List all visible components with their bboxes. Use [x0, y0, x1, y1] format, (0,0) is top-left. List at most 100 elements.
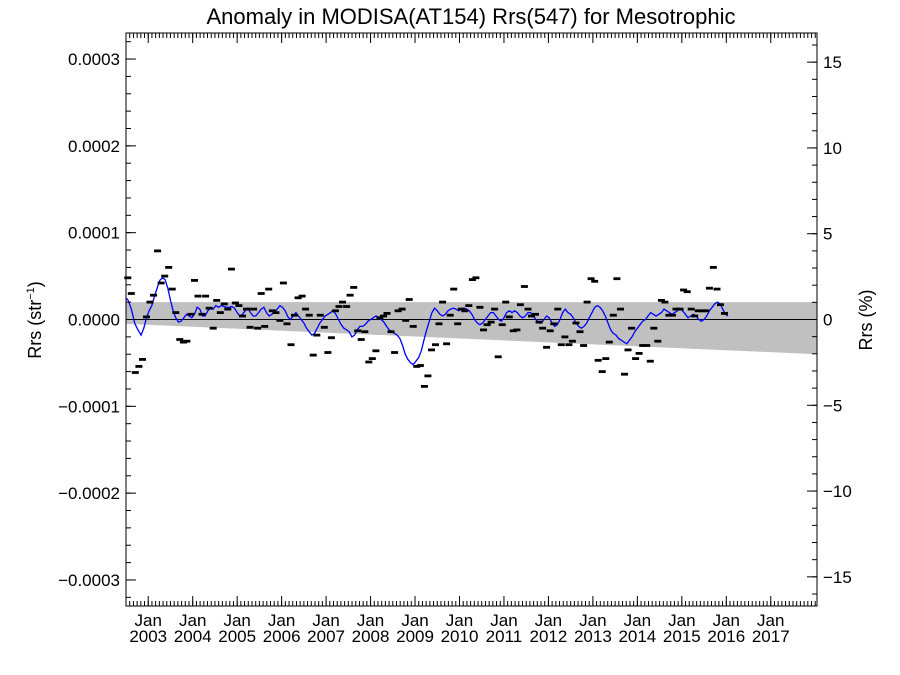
- data-point: [405, 298, 413, 301]
- data-point: [124, 276, 132, 280]
- data-point: [365, 360, 373, 364]
- data-point: [343, 305, 351, 308]
- data-point: [409, 325, 417, 328]
- data-point: [172, 311, 180, 314]
- data-point: [650, 326, 658, 330]
- x-tick-label-month: Jan: [579, 611, 606, 630]
- data-point: [513, 328, 521, 332]
- data-point: [154, 249, 162, 253]
- data-point: [391, 351, 399, 354]
- x-tick-label-month: Jan: [624, 611, 651, 630]
- data-point: [131, 371, 139, 374]
- data-point: [543, 345, 551, 349]
- data-point: [487, 320, 495, 324]
- y-tick-label: 0.0000: [68, 311, 120, 330]
- y-tick-label: 0.0001: [68, 224, 120, 243]
- data-point: [713, 287, 721, 291]
- y2-tick-label: 5: [823, 225, 832, 244]
- data-point: [398, 307, 406, 311]
- y2-tick-label: −10: [823, 482, 852, 501]
- uncertainty-band: [126, 302, 817, 355]
- data-point: [472, 276, 480, 280]
- data-point: [583, 300, 591, 304]
- data-point: [580, 344, 588, 347]
- data-point: [450, 287, 458, 291]
- trend-line: [125, 276, 729, 366]
- data-point: [380, 314, 387, 318]
- data-point: [268, 309, 276, 313]
- data-point: [572, 321, 580, 325]
- data-point: [624, 348, 632, 352]
- data-point: [227, 267, 235, 271]
- data-point: [598, 370, 606, 373]
- data-point: [691, 314, 699, 318]
- data-point: [498, 323, 506, 327]
- x-tick-label-month: Jan: [713, 611, 740, 630]
- data-point: [568, 339, 576, 343]
- x-tick-label-year: 2011: [486, 627, 523, 646]
- x-tick-label-year: 2012: [530, 627, 568, 646]
- data-point: [368, 357, 376, 360]
- data-point: [705, 286, 713, 290]
- y2-axis-ticks: 15 10 5 0 −5 −10 −15: [807, 44, 852, 595]
- data-point: [609, 313, 617, 317]
- data-point: [305, 313, 313, 317]
- data-point: [216, 311, 224, 314]
- data-point: [539, 326, 547, 330]
- data-point: [702, 309, 710, 313]
- x-tick-label-year: 2007: [307, 627, 345, 646]
- data-point: [520, 285, 528, 288]
- x-tick-label-year: 2006: [263, 627, 301, 646]
- data-point: [150, 293, 158, 297]
- x-tick-label-month: Jan: [357, 611, 384, 630]
- data-point: [394, 309, 402, 313]
- data-point: [376, 316, 384, 320]
- data-point: [480, 328, 487, 332]
- data-point: [416, 364, 424, 367]
- data-point: [639, 344, 647, 347]
- data-point: [309, 353, 317, 357]
- data-point: [632, 357, 640, 360]
- data-point: [261, 325, 269, 328]
- y2-axis-label: Rrs (%): [856, 290, 876, 351]
- anomaly-points: [124, 249, 728, 388]
- data-point: [350, 286, 358, 289]
- data-point: [139, 358, 146, 361]
- data-point: [224, 307, 232, 311]
- data-point: [576, 330, 584, 334]
- data-point: [335, 305, 343, 308]
- chart-title: Anomaly in MODISA(AT154) Rrs(547) for Me…: [207, 4, 736, 29]
- data-point: [594, 358, 602, 362]
- x-axis-ticks: Jan2003Jan2004Jan2005Jan2006Jan2007Jan20…: [125, 33, 816, 646]
- data-point: [721, 312, 728, 315]
- data-point: [672, 307, 680, 311]
- data-point: [165, 266, 173, 269]
- data-point: [276, 319, 284, 322]
- y2-tick-label: 10: [823, 139, 842, 158]
- data-point: [357, 338, 365, 341]
- x-tick-label-month: Jan: [223, 611, 250, 630]
- data-point: [346, 293, 354, 297]
- data-point: [546, 329, 554, 333]
- data-point: [320, 325, 328, 329]
- data-point: [194, 294, 202, 298]
- y-axis-label-sup: −1: [25, 287, 37, 300]
- x-tick-label-month: Jan: [490, 611, 517, 630]
- data-point: [146, 300, 154, 304]
- data-point: [602, 357, 610, 360]
- x-tick-label-month: Jan: [668, 611, 695, 630]
- data-point: [465, 304, 473, 307]
- data-point: [250, 307, 258, 311]
- data-point: [294, 296, 302, 300]
- data-point: [143, 315, 150, 319]
- y-axis-label-prefix: Rrs (str: [25, 300, 45, 359]
- data-point: [494, 355, 502, 359]
- x-tick-label-year: 2005: [218, 627, 256, 646]
- data-point: [198, 312, 206, 316]
- data-point: [287, 343, 295, 347]
- data-point: [187, 312, 195, 316]
- data-point: [231, 301, 239, 305]
- data-point: [324, 351, 332, 354]
- data-point: [265, 287, 273, 291]
- data-point: [591, 279, 599, 283]
